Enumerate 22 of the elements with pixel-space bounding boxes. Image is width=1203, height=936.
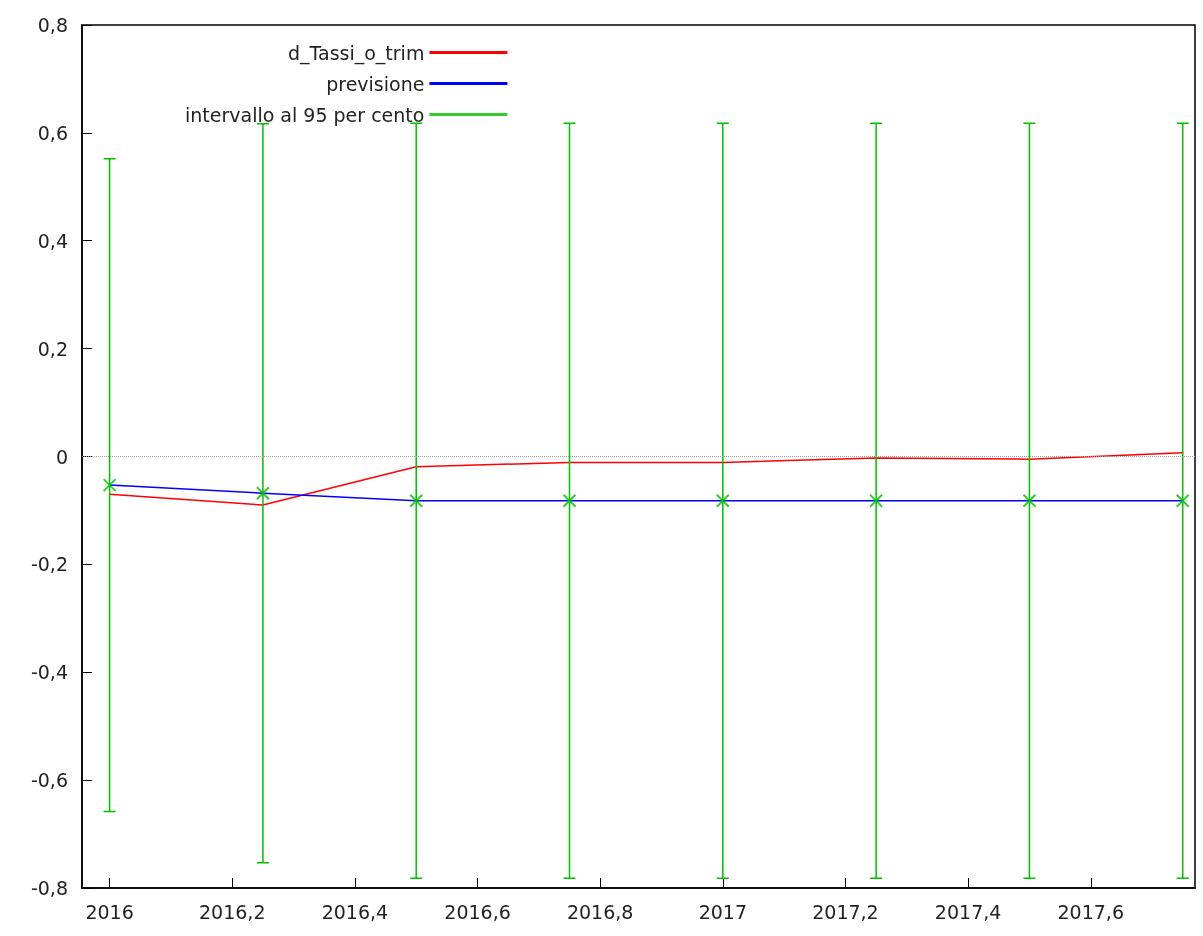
legend-label: previsione [326, 72, 425, 95]
line-series [108, 451, 1184, 506]
x-tick-label: 2017,2 [812, 900, 879, 923]
x-tick-label: 2016,8 [566, 900, 634, 923]
legend-label: intervallo al 95 per cento [184, 103, 425, 126]
x-tick-label: 2017 [698, 900, 747, 923]
y-tick-label: 0,6 [37, 121, 68, 144]
y-tick-label: -0,8 [30, 877, 68, 899]
y-tick-label: 0,2 [37, 337, 68, 360]
x-tick-label: 2016,2 [199, 900, 266, 923]
x-tick-label: 2017,4 [934, 900, 1002, 923]
x-tick-label: 2016,6 [444, 900, 511, 923]
x-tick-label: 2016 [85, 900, 134, 923]
x-tick-label: 2016,4 [321, 900, 389, 923]
legend-label: d_Tassi_o_trim [287, 41, 425, 65]
y-tick-label: -0,6 [30, 769, 68, 792]
y-tick-label: 0 [55, 445, 68, 468]
x-tick-label: 2017,6 [1057, 900, 1124, 923]
y-tick-label: 0,4 [37, 229, 68, 252]
y-tick-label: 0,8 [37, 14, 68, 36]
y-tick-label: -0,4 [30, 661, 68, 684]
y-tick-label: -0,2 [30, 553, 68, 576]
